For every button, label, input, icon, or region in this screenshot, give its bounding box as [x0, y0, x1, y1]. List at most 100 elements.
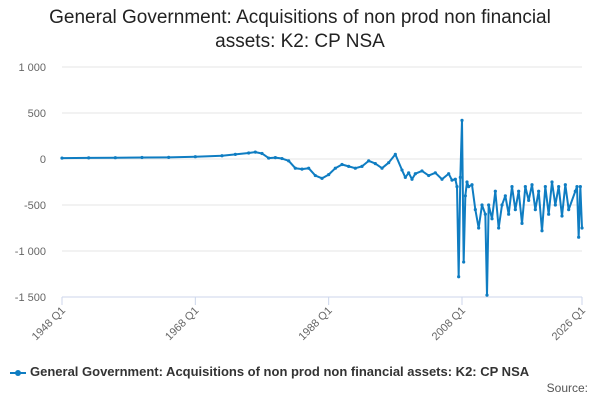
point	[455, 185, 459, 189]
point	[487, 203, 491, 207]
point	[493, 189, 497, 193]
point	[523, 185, 527, 189]
point	[557, 185, 561, 189]
point	[460, 118, 464, 122]
point	[193, 155, 197, 159]
point	[473, 208, 477, 212]
point	[427, 173, 431, 178]
point	[503, 194, 507, 198]
point	[563, 183, 567, 187]
point	[360, 164, 364, 168]
point	[575, 185, 579, 189]
point	[400, 168, 404, 172]
point	[273, 156, 277, 160]
point	[580, 226, 584, 230]
point	[313, 173, 317, 178]
series-line	[61, 119, 583, 297]
y-tick-label: 0	[40, 154, 46, 166]
point	[453, 177, 457, 181]
x-tick-label: 1948 Q1	[30, 305, 68, 343]
point	[467, 185, 471, 189]
point	[550, 180, 554, 184]
point	[530, 183, 534, 187]
x-tick-label: 2026 Q1	[550, 305, 588, 343]
point	[380, 166, 384, 170]
y-tick-label: 1 000	[18, 62, 46, 74]
point	[60, 156, 64, 160]
point	[333, 166, 337, 170]
point	[510, 185, 514, 189]
point	[533, 208, 537, 212]
point	[307, 166, 311, 170]
point	[458, 175, 462, 179]
point	[507, 212, 511, 216]
point	[167, 155, 171, 159]
point	[543, 185, 547, 189]
point	[367, 159, 371, 163]
point	[87, 156, 91, 160]
point	[540, 229, 544, 233]
point	[500, 203, 504, 207]
point	[553, 203, 557, 207]
point	[373, 162, 377, 166]
x-tick-label: 1968 Q1	[163, 305, 201, 343]
y-tick-label: -1 500	[15, 292, 46, 304]
y-tick-label: -1 000	[15, 246, 46, 258]
point	[233, 152, 237, 156]
point	[410, 177, 414, 181]
chart-title: General Government: Acquisitions of non …	[49, 7, 551, 52]
point	[440, 177, 444, 181]
point	[433, 171, 437, 175]
point	[517, 189, 521, 193]
point	[447, 172, 451, 176]
y-tick-label: -500	[24, 200, 46, 212]
point	[260, 151, 264, 156]
point	[420, 169, 424, 173]
point	[287, 159, 291, 163]
point	[465, 180, 469, 184]
point	[573, 189, 577, 193]
point	[457, 275, 461, 279]
point	[267, 156, 271, 160]
point	[280, 156, 284, 161]
point	[320, 176, 324, 180]
point	[300, 167, 304, 171]
point	[470, 183, 474, 187]
point	[477, 226, 481, 230]
point	[253, 150, 257, 154]
legend-swatch	[10, 369, 26, 376]
point	[483, 212, 487, 216]
point	[347, 164, 351, 168]
y-tick-label: 500	[28, 108, 46, 120]
point	[247, 151, 251, 155]
point	[413, 172, 417, 176]
point	[327, 173, 331, 177]
x-tick-label: 2008 Q1	[430, 305, 468, 343]
point	[353, 166, 357, 170]
point	[513, 208, 517, 212]
point	[387, 161, 391, 165]
point	[407, 171, 411, 175]
point	[340, 162, 344, 167]
legend: General Government: Acquisitions of non …	[10, 364, 595, 379]
point	[393, 152, 397, 156]
point	[577, 235, 581, 239]
point	[463, 194, 467, 198]
point	[537, 189, 541, 193]
point	[480, 203, 484, 207]
point	[490, 217, 494, 221]
point	[520, 221, 524, 225]
source: Source:	[546, 381, 588, 395]
point	[527, 198, 531, 202]
point	[485, 293, 489, 297]
x-tick-label: 1988 Q1	[296, 305, 334, 343]
point	[560, 214, 564, 218]
point	[113, 156, 117, 160]
point	[140, 155, 144, 160]
point	[450, 178, 454, 182]
point	[567, 208, 571, 212]
point	[293, 166, 297, 170]
point	[220, 154, 224, 158]
